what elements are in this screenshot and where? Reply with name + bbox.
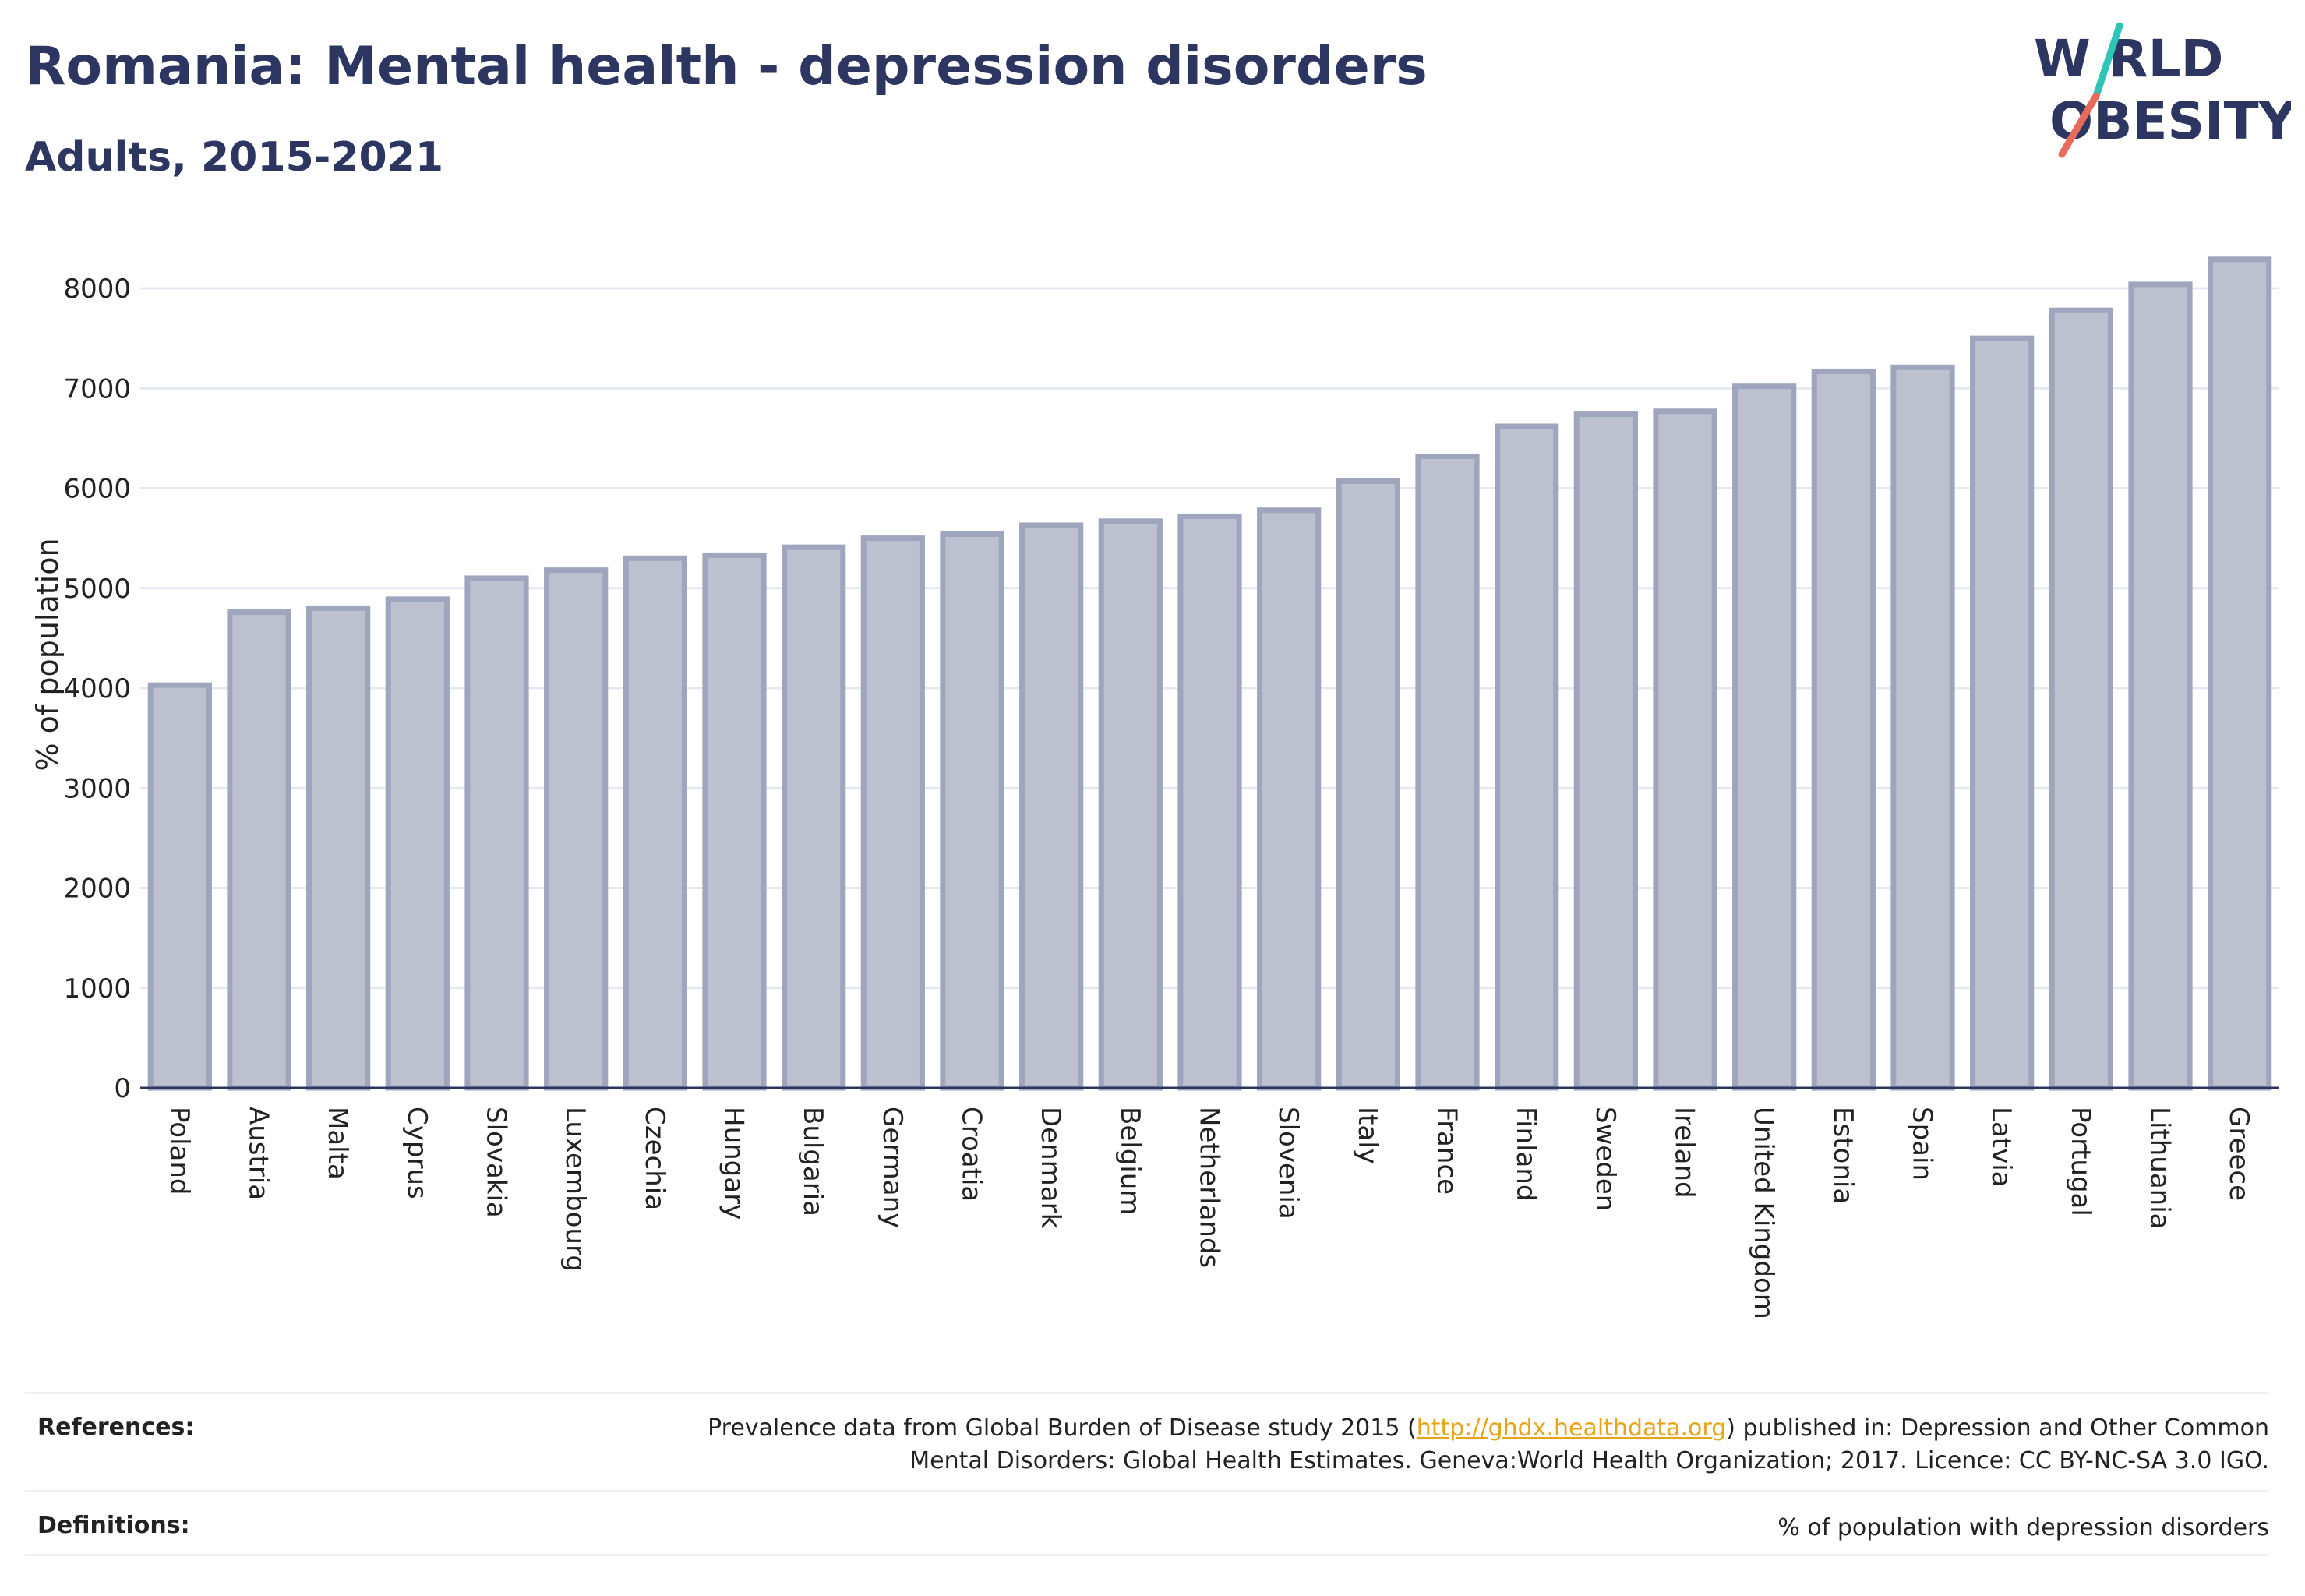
category-label: Estonia: [1827, 1107, 1858, 1204]
y-tick-label: 1000: [63, 973, 131, 1005]
y-tick-label: 3000: [63, 773, 131, 804]
bar-cyprus: [385, 596, 450, 1091]
category-label: Italy: [1352, 1107, 1383, 1164]
bar-france: [1415, 453, 1480, 1091]
y-tick-label: 8000: [63, 274, 131, 305]
category-label: Portugal: [2065, 1107, 2096, 1216]
y-tick-labels: 0 1000 2000 3000 4000 5000 6000 7000 8000: [63, 274, 131, 1104]
bar-ireland: [1653, 408, 1717, 1091]
category-label: Bulgaria: [797, 1107, 828, 1216]
category-label: Sweden: [1590, 1107, 1621, 1211]
bar-sweden: [1573, 411, 1638, 1091]
references-text-line2: Mental Disorders: Global Health Estimate…: [909, 1447, 2269, 1474]
bar-chart: 0 1000 2000 3000 4000 5000 6000 7000 8000 Poland…: [30, 256, 2279, 1319]
category-label: Austria: [243, 1107, 274, 1200]
definitions-row: Definitions: % of population with depres…: [25, 1512, 2269, 1546]
y-axis-title: % of population: [30, 538, 65, 771]
references-row: References: Prevalence data from Global …: [25, 1412, 2269, 1482]
bar-bulgaria: [782, 544, 846, 1091]
bar-spain: [1890, 364, 1955, 1091]
bar-italy: [1336, 478, 1400, 1091]
bar-hungary: [702, 552, 767, 1091]
y-tick-label: 2000: [63, 874, 131, 905]
bar-netherlands: [1177, 513, 1242, 1091]
category-label: Cyprus: [401, 1107, 432, 1199]
category-label: Slovenia: [1273, 1107, 1304, 1220]
definitions-label: Definitions:: [37, 1512, 190, 1539]
category-label: Greece: [2223, 1107, 2254, 1201]
logo-slash-top: [2092, 22, 2123, 100]
bar-poland: [147, 682, 212, 1091]
category-label: Belgium: [1114, 1107, 1145, 1215]
chart-subtitle: Adults, 2015-2021: [25, 134, 444, 181]
logo-line-1: W RLD: [2034, 29, 2223, 89]
logo-slash-bottom: [2058, 92, 2100, 158]
y-tick-label: 5000: [63, 574, 131, 605]
y-tick-label: 4000: [63, 673, 131, 704]
references-text-pre: Prevalence data from Global Burden of Di…: [708, 1414, 1417, 1442]
category-label: France: [1431, 1107, 1463, 1195]
bar-greece: [2208, 256, 2272, 1091]
references-text: Prevalence data from Global Burden of Di…: [477, 1412, 2269, 1478]
bar-croatia: [940, 531, 1004, 1091]
category-label: Germany: [877, 1107, 908, 1228]
category-label: Netherlands: [1194, 1107, 1225, 1268]
category-label: Malta: [322, 1107, 353, 1180]
bar-belgium: [1098, 518, 1163, 1091]
bar-finland: [1495, 423, 1559, 1091]
definitions-text: % of population with depression disorder…: [1777, 1514, 2269, 1541]
references-text-post: ) published in: Depression and Other Com…: [1726, 1414, 2269, 1442]
bar-portugal: [2049, 307, 2113, 1091]
references-link[interactable]: http://ghdx.healthdata.org: [1416, 1414, 1727, 1442]
bar-lithuania: [2128, 281, 2193, 1091]
category-labels: Poland Austria Malta Cyprus Slovakia Luxembou…: [164, 1107, 2254, 1319]
bar-estonia: [1811, 368, 1876, 1091]
category-label: Latvia: [1986, 1107, 2017, 1188]
category-label: Poland: [164, 1107, 195, 1195]
bar-united-kingdom: [1732, 383, 1797, 1091]
category-label: Finland: [1510, 1107, 1541, 1202]
world-obesity-logo: W RLD OBESITY: [2034, 22, 2291, 158]
category-label: Spain: [1907, 1107, 1938, 1181]
footer-divider-top: [25, 1392, 2269, 1394]
y-tick-label: 7000: [63, 373, 131, 404]
category-label: Ireland: [1669, 1107, 1700, 1199]
category-label: United Kingdom: [1748, 1107, 1779, 1319]
bar-czechia: [623, 555, 687, 1091]
category-label: Czechia: [639, 1107, 670, 1210]
bar-germany: [860, 535, 925, 1091]
category-label: Slovakia: [481, 1107, 512, 1218]
bar-slovakia: [464, 575, 529, 1091]
chart-title: Romania: Mental health - depression diso…: [25, 36, 1428, 97]
bar-luxembourg: [544, 567, 609, 1091]
references-label: References:: [37, 1414, 195, 1441]
bar-denmark: [1019, 522, 1084, 1091]
footer-divider-middle: [25, 1490, 2269, 1492]
bar-malta: [306, 605, 371, 1091]
bar-austria: [227, 609, 291, 1091]
category-label: Denmark: [1035, 1107, 1066, 1229]
footer-divider-bottom: [25, 1554, 2269, 1556]
category-label: Luxembourg: [559, 1107, 591, 1272]
category-label: Lithuania: [2144, 1107, 2176, 1229]
bars: [147, 256, 2272, 1091]
category-label: Hungary: [718, 1107, 750, 1220]
y-tick-label: 0: [114, 1073, 131, 1104]
bar-latvia: [1970, 335, 2035, 1091]
y-tick-label: 6000: [63, 474, 131, 505]
bar-slovenia: [1257, 507, 1322, 1091]
category-label: Croatia: [956, 1107, 987, 1202]
